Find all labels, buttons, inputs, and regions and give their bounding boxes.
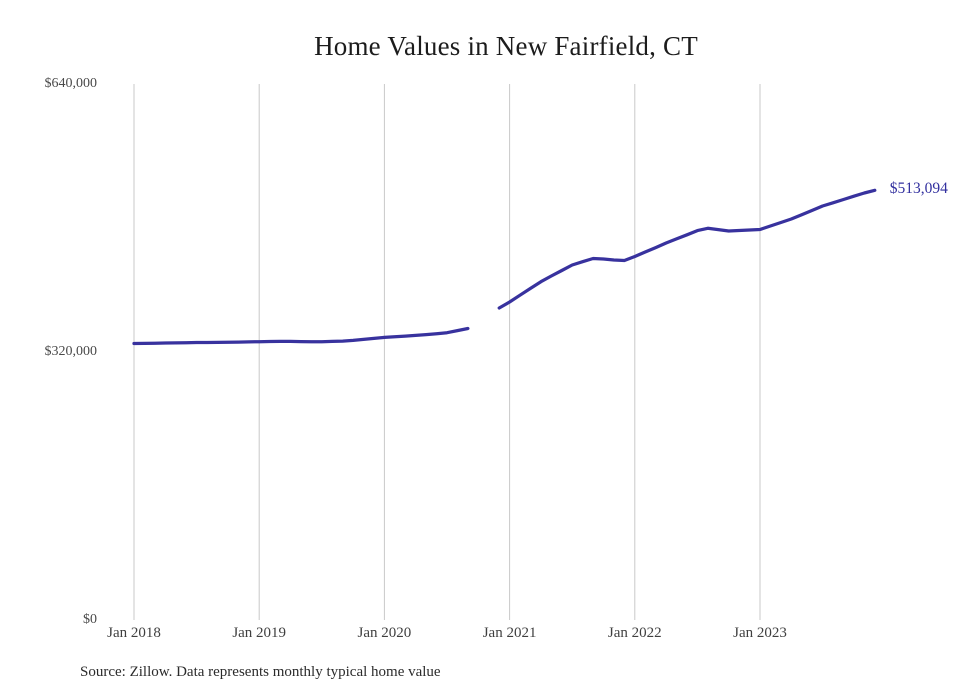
x-tick-jan-2018: Jan 2018: [107, 625, 161, 641]
y-tick-0: $0: [83, 612, 97, 627]
year-gridlines: [133, 84, 761, 620]
x-tick-jan-2023: Jan 2023: [733, 625, 787, 641]
source-note: Source: Zillow. Data represents monthly …: [80, 664, 441, 680]
y-tick-320000: $320,000: [44, 344, 98, 359]
y-tick-640000: $640,000: [44, 76, 98, 91]
final-value-label: $513,094: [889, 180, 948, 198]
x-tick-jan-2022: Jan 2022: [607, 625, 662, 641]
x-tick-jan-2020: Jan 2020: [357, 625, 412, 641]
home-value-line: [132, 188, 877, 346]
chart-title: Home Values in New Fairfield, CT: [314, 31, 698, 61]
x-tick-jan-2019: Jan 2019: [232, 625, 287, 641]
x-tick-jan-2021: Jan 2021: [482, 625, 537, 641]
